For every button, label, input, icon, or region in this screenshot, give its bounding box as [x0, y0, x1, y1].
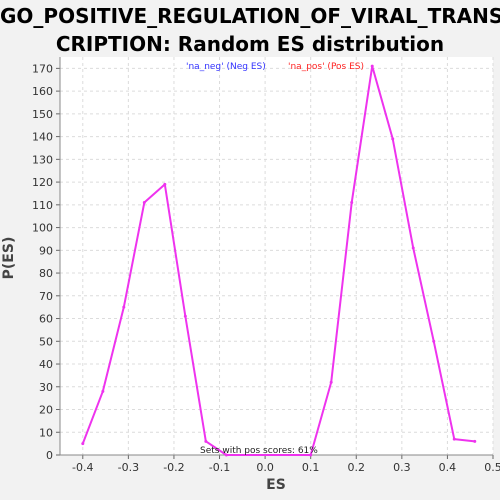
data-point — [329, 380, 333, 384]
y-tick-label: 10 — [39, 426, 53, 439]
y-tick-label: 80 — [39, 267, 53, 280]
y-tick-label: 170 — [32, 62, 53, 75]
legend-entry: 'na_pos' (Pos ES) — [288, 62, 364, 72]
y-tick-label: 30 — [39, 381, 53, 394]
data-point — [204, 439, 208, 443]
data-point — [101, 389, 105, 393]
data-point — [370, 64, 374, 68]
x-tick-label: 0.2 — [348, 461, 366, 474]
y-tick-label: 50 — [39, 335, 53, 348]
y-tick-label: 20 — [39, 404, 53, 417]
data-point — [224, 453, 228, 457]
y-tick-label: 160 — [32, 85, 53, 98]
y-tick-label: 70 — [39, 290, 53, 303]
data-point — [183, 314, 187, 318]
x-tick-label: -0.2 — [163, 461, 184, 474]
y-tick-label: 40 — [39, 358, 53, 371]
data-point — [142, 201, 146, 205]
y-tick-label: 60 — [39, 313, 53, 326]
x-tick-label: 0.4 — [439, 461, 457, 474]
data-point — [473, 439, 477, 443]
plot-area — [60, 57, 493, 455]
data-point — [452, 437, 456, 441]
x-tick-label: -0.1 — [209, 461, 230, 474]
y-tick-label: 150 — [32, 108, 53, 121]
x-tick-label: -0.4 — [72, 461, 93, 474]
y-tick-label: 130 — [32, 153, 53, 166]
y-tick-label: 100 — [32, 222, 53, 235]
x-tick-label: 0.1 — [302, 461, 320, 474]
y-tick-label: 0 — [46, 449, 53, 462]
x-tick-label: 0.3 — [393, 461, 411, 474]
legend-entry: 'na_neg' (Neg ES) — [186, 62, 266, 72]
chart-title: GO_POSITIVE_REGULATION_OF_VIRAL_TRANS CR… — [0, 4, 500, 56]
x-tick-label: 0.0 — [256, 461, 274, 474]
y-tick-label: 90 — [39, 244, 53, 257]
data-point — [122, 305, 126, 309]
y-tick-label: 140 — [32, 131, 53, 144]
data-point — [81, 442, 85, 446]
data-point — [432, 339, 436, 343]
y-tick-label: 110 — [32, 199, 53, 212]
data-point — [309, 453, 313, 457]
x-axis-label: ES — [266, 477, 286, 493]
x-tick-label: -0.3 — [118, 461, 139, 474]
data-point — [163, 182, 167, 186]
pos-scores-annotation: Sets with pos scores: 61% — [200, 446, 318, 456]
data-point — [411, 246, 415, 250]
y-tick-label: 120 — [32, 176, 53, 189]
data-point — [350, 201, 354, 205]
data-point — [391, 137, 395, 141]
x-tick-label: 0.5 — [484, 461, 500, 474]
